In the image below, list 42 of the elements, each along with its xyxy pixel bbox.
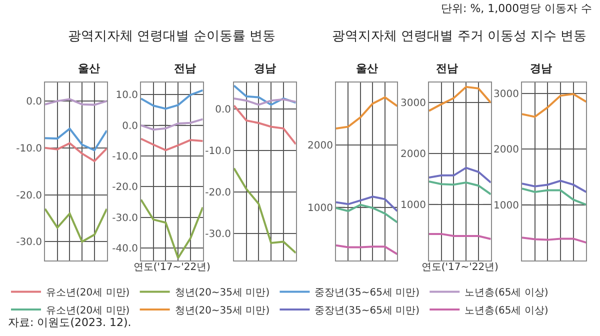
y-tick-label: 3000 — [400, 98, 426, 110]
y-tick-label: 2000 — [494, 144, 519, 156]
x-axis-title: 연도('17~'22년) — [133, 262, 211, 273]
y-tick-label: -10.0 — [16, 143, 42, 154]
chart-title: 경남 — [254, 62, 276, 75]
y-tick-label: 1000 — [494, 200, 519, 212]
text: 단위: %, 1,000명당 이동자 수 — [441, 2, 592, 15]
y-tick-label: -10.0 — [205, 146, 231, 157]
legend-label: 청년(20~35세 미만) — [174, 288, 270, 299]
y-tick-label: -20.0 — [16, 190, 42, 202]
chart-title: 울산 — [356, 62, 378, 75]
chart-title: 경남 — [530, 62, 552, 75]
legend-label: 노년층(65세 이상) — [464, 305, 548, 316]
y-tick-label: -30.0 — [112, 212, 138, 224]
y-tick-label: 0.0 — [26, 96, 42, 108]
y-tick-label: 10.0 — [116, 90, 138, 102]
y-tick-label: 2000 — [400, 149, 426, 160]
legend-label: 유소년(20세 미만) — [46, 288, 130, 299]
text: 자료: 이원도(2023. 12). — [8, 316, 132, 329]
y-tick-label: -20.0 — [112, 182, 138, 194]
chart-title: 전남 — [436, 62, 458, 75]
chart-title: 울산 — [78, 62, 100, 75]
y-tick-label: 1000 — [400, 200, 426, 211]
y-tick-label: -20.0 — [205, 187, 231, 198]
legend-label: 청년(20~35세 미만) — [174, 305, 270, 316]
chart-title: 전남 — [174, 62, 196, 75]
legend-label: 중장년(35~65세 미만) — [314, 305, 420, 316]
y-tick-label: 0.0 — [215, 104, 231, 116]
y-tick-label: -10.0 — [112, 152, 138, 163]
text: 광역지자체 연령대별 주거 이동성 지수 변동 — [332, 29, 587, 44]
x-axis-title: 연도('17~'22년) — [421, 262, 499, 273]
y-tick-label: 2000 — [308, 140, 333, 152]
y-tick-label: 0.0 — [122, 120, 138, 132]
legend-label: 유소년(20세 미만) — [46, 305, 130, 316]
text: 광역지자체 연령대별 순이동률 변동 — [68, 29, 276, 44]
legend-label: 중장년(35~65세 미만) — [314, 288, 420, 299]
y-tick-label: 3000 — [494, 88, 519, 100]
y-tick-label: 1000 — [308, 202, 333, 214]
y-tick-label: -30.0 — [205, 228, 231, 240]
y-tick-label: -30.0 — [16, 237, 42, 248]
legend-label: 노년층(65세 이상) — [464, 288, 548, 299]
y-tick-label: -40.0 — [112, 244, 138, 255]
